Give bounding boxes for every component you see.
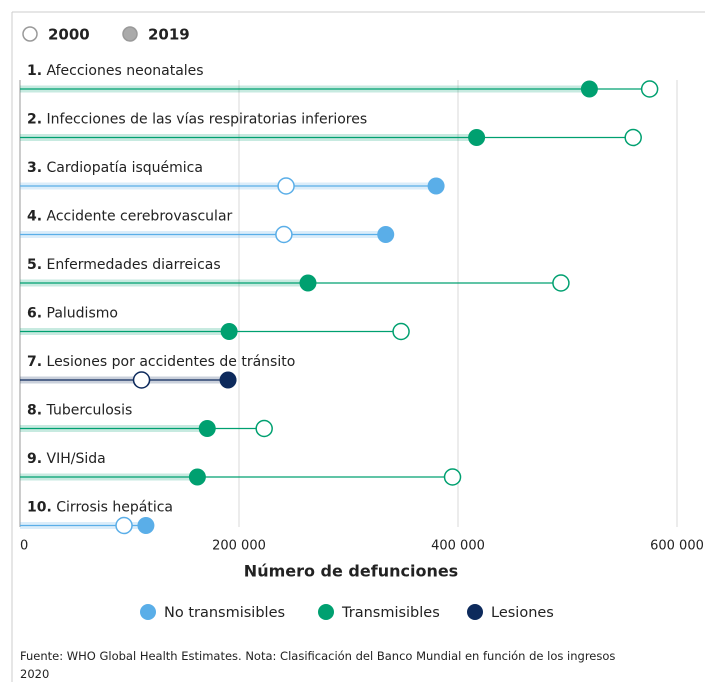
- marker-2000: [115, 516, 133, 535]
- marker-2019: [219, 371, 237, 389]
- row: 7. Lesiones por accidentes de tránsito: [20, 354, 295, 389]
- marker-2019: [299, 274, 317, 292]
- legend-marker: [467, 604, 483, 620]
- marker-2019: [580, 80, 598, 98]
- category-name: Infecciones de las vías respiratorias in…: [47, 112, 368, 128]
- row: 4. Accidente cerebrovascular: [20, 209, 395, 244]
- x-axis-title: Número de defunciones: [244, 562, 458, 581]
- category-name: VIH/Sida: [47, 451, 106, 467]
- row: 6. Paludismo: [20, 306, 410, 341]
- category-label: 3. Cardiopatía isquémica: [27, 160, 203, 176]
- rank: 4.: [27, 209, 42, 225]
- marker-2000: [640, 80, 659, 98]
- row: 8. Tuberculosis: [20, 403, 273, 438]
- legend-label: 2000: [48, 26, 90, 44]
- category-label: 4. Accidente cerebrovascular: [27, 209, 233, 225]
- marker-2000: [275, 225, 293, 244]
- row: 10. Cirrosis hepática: [20, 500, 173, 535]
- category-name: Afecciones neonatales: [47, 63, 204, 79]
- marker-2019: [188, 468, 206, 486]
- category-name: Cirrosis hepática: [56, 500, 173, 516]
- marker-2000: [392, 322, 410, 341]
- row: 5. Enfermedades diarreicas: [20, 257, 570, 292]
- category-label: 10. Cirrosis hepática: [27, 500, 173, 516]
- marker-2000: [132, 371, 151, 389]
- marker-2000: [552, 274, 570, 292]
- category-name: Tuberculosis: [46, 403, 133, 419]
- legend-marker: [22, 26, 38, 42]
- rank: 3.: [27, 160, 42, 176]
- category-label: 9. VIH/Sida: [27, 451, 106, 467]
- source-note: Fuente: WHO Global Health Estimates. Not…: [20, 649, 616, 681]
- rank: 8.: [27, 403, 42, 419]
- category-label: 8. Tuberculosis: [27, 403, 132, 419]
- legend-marker: [122, 26, 138, 42]
- x-tick-label: 200 000: [212, 539, 266, 554]
- rank: 7.: [27, 354, 42, 370]
- rank: 1.: [27, 63, 42, 79]
- marker-2000: [255, 419, 273, 438]
- legend-label: Lesiones: [491, 605, 554, 621]
- marker-2019: [377, 226, 395, 243]
- category-name: Cardiopatía isquémica: [47, 160, 203, 176]
- row: 3. Cardiopatía isquémica: [20, 160, 445, 195]
- rank: 5.: [27, 257, 42, 273]
- marker-2019: [137, 517, 155, 534]
- row: 2. Infecciones de las vías respiratorias…: [20, 112, 642, 147]
- marker-2019: [198, 420, 216, 437]
- rank: 2.: [27, 112, 42, 128]
- x-tick-label: 0: [20, 539, 28, 554]
- x-tick-label: 600 000: [650, 539, 704, 554]
- category-label: 7. Lesiones por accidentes de tránsito: [27, 354, 295, 370]
- legend-label: Transmisibles: [341, 605, 440, 621]
- category-name: Enfermedades diarreicas: [47, 257, 221, 273]
- legend-marker: [318, 604, 334, 620]
- category-label: 5. Enfermedades diarreicas: [27, 257, 221, 273]
- rank: 10.: [27, 500, 52, 516]
- legend-label: No transmisibles: [164, 605, 285, 621]
- category-label: 2. Infecciones de las vías respiratorias…: [27, 112, 367, 128]
- row: 1. Afecciones neonatales: [20, 63, 659, 98]
- marker-2000: [443, 468, 462, 486]
- marker-2000: [277, 177, 295, 195]
- rank: 6.: [27, 306, 42, 322]
- rank: 9.: [27, 451, 42, 467]
- row: 9. VIH/Sida: [20, 451, 462, 486]
- category-label: 6. Paludismo: [27, 306, 118, 322]
- marker-2019: [220, 323, 238, 340]
- marker-2019: [468, 129, 486, 146]
- legend-label: 2019: [148, 26, 190, 44]
- marker-2000: [624, 128, 642, 147]
- x-tick-label: 400 000: [431, 539, 485, 554]
- category-name: Paludismo: [47, 306, 118, 322]
- category-name: Lesiones por accidentes de tránsito: [47, 354, 296, 370]
- category-name: Accidente cerebrovascular: [47, 209, 233, 225]
- category-label: 1. Afecciones neonatales: [27, 63, 204, 79]
- legend-marker: [140, 604, 156, 620]
- marker-2019: [427, 177, 445, 195]
